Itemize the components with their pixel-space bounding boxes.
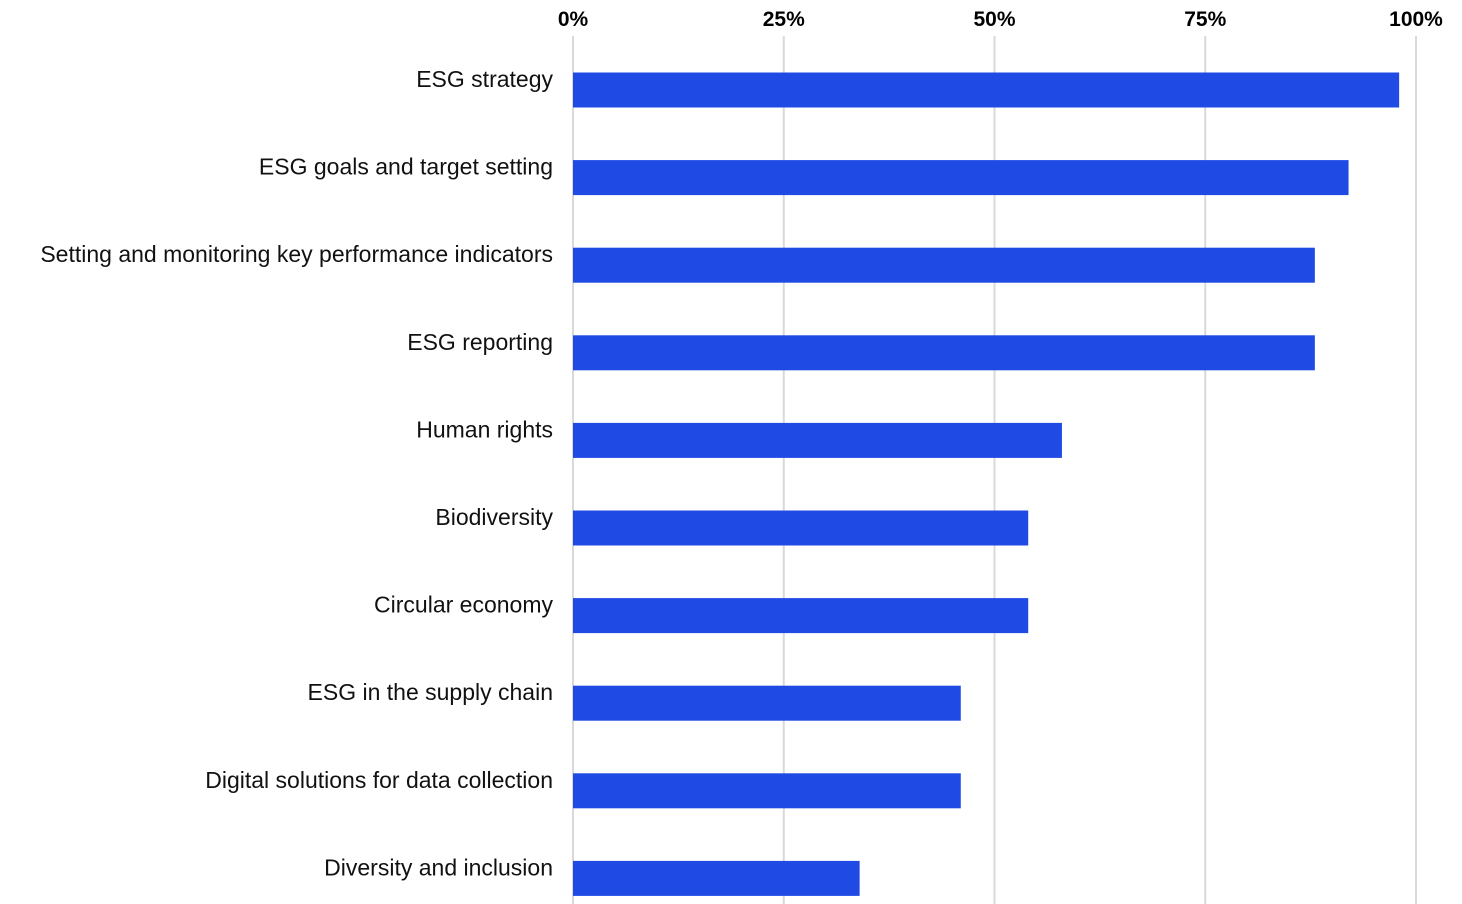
x-axis-ticks: 0% 25% 50% 75% 100% (558, 8, 1443, 31)
bar (573, 73, 1399, 108)
category-label: Human rights (416, 416, 553, 442)
bar (573, 598, 1028, 633)
category-label: ESG reporting (407, 329, 553, 355)
category-label: ESG goals and target setting (259, 154, 553, 180)
bar (573, 423, 1062, 458)
bar (573, 335, 1315, 370)
category-label: Setting and monitoring key performance i… (40, 241, 553, 267)
x-tick-label: 75% (1184, 8, 1226, 31)
x-tick-label: 0% (558, 8, 589, 31)
category-label: Digital solutions for data collection (205, 767, 553, 793)
bar (573, 861, 860, 896)
x-tick-label: 100% (1389, 8, 1443, 31)
category-label: Diversity and inclusion (324, 854, 553, 880)
category-label: Biodiversity (435, 504, 553, 530)
bar (573, 686, 961, 721)
x-tick-label: 25% (763, 8, 805, 31)
category-label: Circular economy (374, 592, 553, 618)
category-label: ESG strategy (416, 66, 553, 92)
bar (573, 160, 1349, 195)
bars (573, 73, 1399, 896)
x-tick-label: 50% (973, 8, 1015, 31)
bar (573, 511, 1028, 546)
category-labels: ESG strategy ESG goals and target setting… (40, 66, 553, 880)
bar (573, 773, 961, 808)
category-label: ESG in the supply chain (308, 679, 553, 705)
bar (573, 248, 1315, 283)
